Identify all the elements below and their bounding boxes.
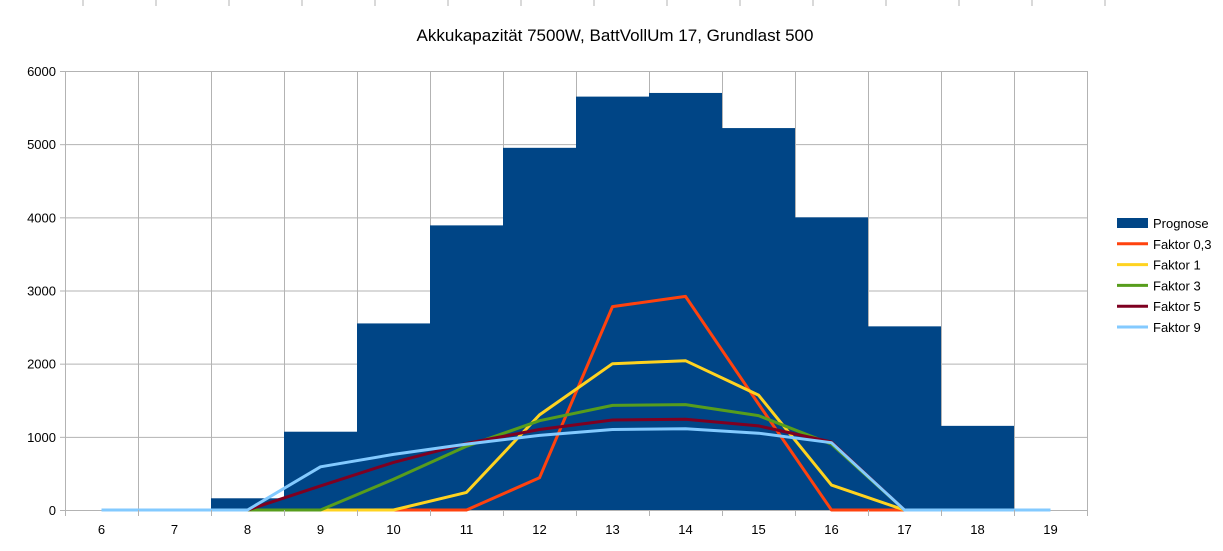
x-tick-label: 14 [678,522,692,537]
bar-11 [430,225,503,511]
series-lines [101,294,1051,512]
legend-label: Faktor 1 [1153,258,1201,273]
legend-label: Prognose [1153,216,1209,231]
y-tick-label: 6000 [27,64,56,79]
bar-15 [722,128,795,510]
x-tick-label: 18 [970,522,984,537]
legend-item: Faktor 9 [1117,320,1201,335]
x-tick-label: 11 [460,522,474,537]
legend-item: Prognose [1117,216,1209,231]
x-tick-label: 16 [824,522,838,537]
bar-9 [284,431,357,510]
line-faktor-9 [101,427,1051,512]
legend-item: Faktor 5 [1117,299,1201,314]
y-tick-label: 1000 [27,430,56,445]
y-tick-label: 0 [49,503,56,518]
legend-item: Faktor 0,3 [1117,237,1212,252]
x-tick-label: 12 [532,522,546,537]
x-tick-label: 7 [171,522,178,537]
x-tick-label: 9 [317,522,324,537]
legend-swatch [1117,218,1148,228]
x-tick-label: 10 [386,522,400,537]
bar-18 [941,425,1014,510]
bar-12 [503,147,576,510]
bar-10 [357,323,430,510]
y-tick-labels: 0 1000 2000 3000 4000 5000 6000 [27,64,56,518]
legend-item: Faktor 3 [1117,278,1201,293]
bar-16 [795,217,868,511]
x-tick-label: 6 [98,522,105,537]
y-tick-label: 3000 [27,284,56,299]
legend-label: Faktor 5 [1153,299,1201,314]
x-tick-label: 13 [605,522,619,537]
x-tick-label: 17 [897,522,911,537]
x-tick-label: 8 [244,522,251,537]
bar-14 [649,92,722,510]
y-tick-label: 2000 [27,357,56,372]
top-edge-marks [82,0,1106,6]
legend-label: Faktor 3 [1153,278,1201,293]
bar-17 [868,326,941,510]
bar-8 [211,498,284,510]
legend-label: Faktor 0,3 [1153,237,1212,252]
bars [211,92,1014,511]
x-tick-label: 19 [1043,522,1057,537]
axes [60,71,1088,516]
chart-title: Akkukapazität 7500W, BattVollUm 17, Grun… [417,26,814,45]
legend: Prognose Faktor 0,3 Faktor 1 Faktor 3 Faktor… [1117,216,1212,335]
legend-label: Faktor 9 [1153,320,1201,335]
x-tick-labels: 6 7 8 9 10 11 12 13 14 15 16 17 18 19 [98,522,1058,537]
legend-item: Faktor 1 [1117,258,1201,273]
y-tick-label: 4000 [27,210,56,225]
x-tick-label: 15 [751,522,765,537]
y-tick-label: 5000 [27,137,56,152]
